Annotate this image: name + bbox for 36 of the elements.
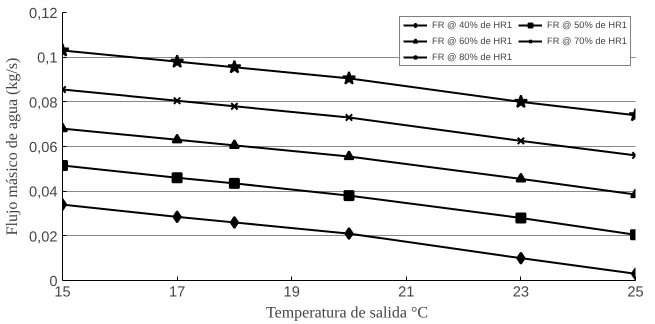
point xyxy=(228,178,240,189)
point xyxy=(515,212,526,224)
point xyxy=(230,102,239,110)
legend-label: FR @ 50% de HR1 xyxy=(547,20,627,30)
point xyxy=(172,134,183,144)
point xyxy=(344,150,354,160)
point xyxy=(172,172,183,184)
y-axis-title: Flujo másico de agua (kg/s) xyxy=(4,58,21,236)
point xyxy=(172,210,182,224)
point xyxy=(230,216,240,229)
y-tick-label: 0,06 xyxy=(28,140,58,156)
point xyxy=(228,139,240,149)
legend-label: FR @ 40% de HR1 xyxy=(432,20,512,30)
legend-label: FR @ 70% de HR1 xyxy=(547,36,627,46)
legend-label: FR @ 60% de HR1 xyxy=(432,36,512,46)
x-tick-label: 25 xyxy=(627,284,644,300)
y-tick-label: 0,02 xyxy=(28,229,58,246)
legend-label: FR @ 80% de HR1 xyxy=(432,52,512,62)
point xyxy=(515,172,526,182)
point xyxy=(172,96,182,105)
y-tick-label: 0,12 xyxy=(28,6,58,22)
x-tick-label: 15 xyxy=(54,284,71,300)
point xyxy=(227,60,242,74)
y-tick-label: 0,08 xyxy=(28,95,58,112)
y-tick-label: 0,04 xyxy=(28,184,58,201)
x-tick-label: 21 xyxy=(398,284,414,300)
point xyxy=(342,70,356,85)
x-tick-label: 19 xyxy=(284,284,300,300)
point xyxy=(344,227,354,240)
x-axis-title: Temperatura de salida °C xyxy=(266,304,428,322)
x-tick-label: 23 xyxy=(512,284,530,300)
point xyxy=(344,113,354,122)
y-tick-label: 0,1 xyxy=(37,50,58,67)
point xyxy=(170,54,184,68)
point xyxy=(344,190,354,202)
x-tick-label: 17 xyxy=(168,284,186,300)
